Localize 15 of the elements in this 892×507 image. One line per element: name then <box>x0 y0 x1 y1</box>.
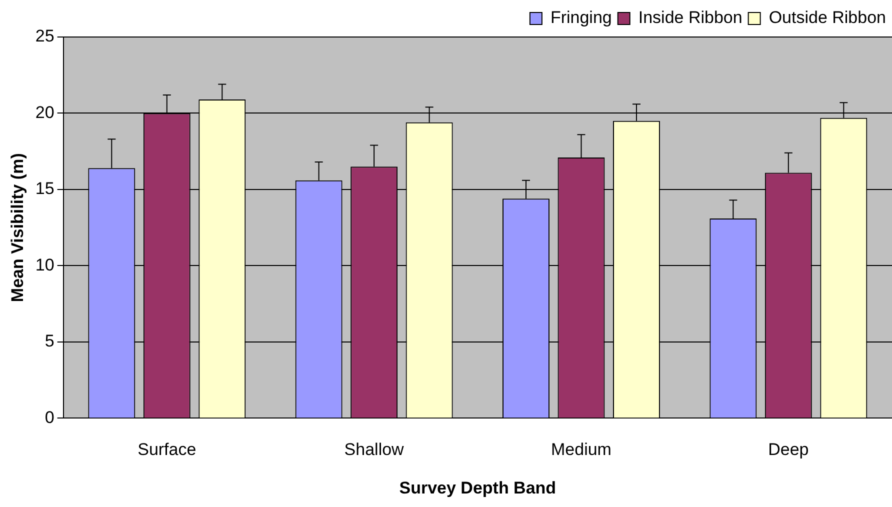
y-tick-label: 10 <box>35 255 54 274</box>
legend-label: Fringing <box>550 8 612 28</box>
legend-label: Outside Ribbon <box>768 8 886 28</box>
x-axis-title: Survey Depth Band <box>399 478 556 498</box>
x-tick-label: Shallow <box>344 440 405 460</box>
legend-label: Inside Ribbon <box>638 8 742 28</box>
y-tick-label: 20 <box>35 102 54 122</box>
x-tick-label: Deep <box>768 440 809 460</box>
x-tick-label: Surface <box>138 440 196 460</box>
y-axis-title: Mean Visibility (m) <box>8 153 27 302</box>
y-tick-label: 15 <box>35 179 54 198</box>
y-tick-label: 5 <box>44 332 54 351</box>
y-tick-label: 25 <box>35 26 54 46</box>
y-tick-label: 0 <box>44 408 54 427</box>
x-tick-label: Medium <box>551 440 612 460</box>
